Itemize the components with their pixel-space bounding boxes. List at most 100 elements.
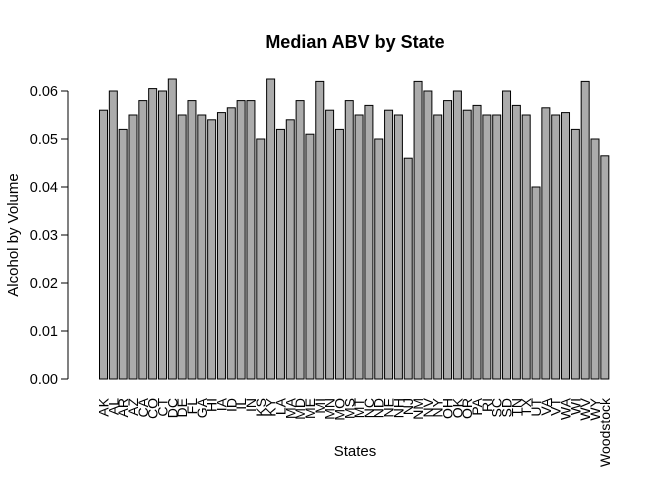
y-axis-label: Alcohol by Volume bbox=[5, 173, 22, 296]
x-tick-label: NH bbox=[390, 398, 406, 418]
bar-wv bbox=[580, 80, 590, 380]
x-tick-label: SD bbox=[499, 398, 515, 417]
x-tick-label: KS bbox=[253, 398, 269, 417]
bar-ca bbox=[138, 100, 148, 380]
bar-oh bbox=[443, 100, 453, 380]
x-tick-label: NV bbox=[420, 397, 436, 417]
x-tick-label: VT bbox=[548, 398, 564, 416]
y-tick-label: 0.02 bbox=[30, 276, 58, 292]
y-tick-label: 0.00 bbox=[30, 372, 58, 388]
x-tick-label: RI bbox=[479, 398, 495, 412]
x-tick-label: MD bbox=[292, 398, 308, 420]
y-tick-label: 0.05 bbox=[30, 132, 58, 148]
y-axis: 0.00 0.01 0.02 0.03 0.04 0.05 0.06 bbox=[30, 84, 69, 388]
bar-ks bbox=[256, 138, 266, 380]
bar-nj bbox=[403, 157, 413, 380]
chart-title: Median ABV by State bbox=[265, 32, 444, 52]
bar-ut bbox=[531, 186, 541, 380]
x-tick-label: MS bbox=[341, 398, 357, 419]
bar-al bbox=[108, 90, 118, 380]
x-tick-label: WV bbox=[577, 397, 593, 420]
bar-wa bbox=[561, 112, 571, 380]
x-tick-label: SC bbox=[489, 398, 505, 417]
bar-hi bbox=[207, 119, 217, 380]
x-tick-label: MO bbox=[331, 398, 347, 421]
bar-mn bbox=[325, 109, 335, 380]
bars bbox=[99, 78, 610, 380]
y-tick-label: 0.06 bbox=[30, 84, 58, 100]
x-tick-label: MT bbox=[351, 398, 367, 419]
bar-va bbox=[541, 107, 551, 380]
x-tick-label: OH bbox=[440, 398, 456, 419]
x-tick-label: AL bbox=[105, 398, 121, 415]
bar-la bbox=[275, 128, 285, 380]
x-tick-label: DE bbox=[174, 398, 190, 417]
bar-wi bbox=[570, 128, 580, 380]
x-tick-label: HI bbox=[204, 398, 220, 412]
bar-vt bbox=[551, 114, 561, 380]
bar-ia bbox=[216, 112, 226, 380]
bar-nv bbox=[423, 90, 433, 380]
bar-ms bbox=[344, 100, 354, 380]
x-tick-label: CA bbox=[135, 397, 151, 417]
x-tick-label: AZ bbox=[125, 398, 141, 416]
bar-tx bbox=[521, 114, 531, 380]
x-tick-label: AR bbox=[115, 398, 131, 417]
x-tick-label: OK bbox=[449, 397, 465, 418]
x-tick-label: ME bbox=[302, 398, 318, 419]
bar-ct bbox=[157, 90, 167, 380]
x-tick-label: CO bbox=[145, 398, 161, 419]
x-tick-label: WI bbox=[567, 398, 583, 415]
bar-ak bbox=[99, 109, 108, 380]
x-tick-label: WY bbox=[587, 397, 603, 420]
bar-az bbox=[128, 114, 138, 380]
x-tick-label: ID bbox=[223, 398, 239, 412]
x-axis-label: States bbox=[334, 443, 377, 460]
bar-md bbox=[295, 100, 305, 380]
x-tick-label: UT bbox=[528, 398, 544, 417]
x-tick-label: FL bbox=[184, 398, 200, 415]
bar-co bbox=[148, 88, 158, 380]
bar-sd bbox=[502, 90, 512, 380]
bar-ar bbox=[118, 128, 128, 380]
x-tick-label: ND bbox=[371, 398, 387, 418]
bar-ny bbox=[433, 114, 443, 380]
bar-mo bbox=[334, 128, 344, 380]
y-tick-label: 0.03 bbox=[30, 228, 58, 244]
bar-dc bbox=[167, 78, 177, 380]
bar-ma bbox=[285, 119, 295, 380]
y-tick-label: 0.04 bbox=[30, 180, 58, 196]
x-tick-label: KY bbox=[263, 397, 279, 416]
bar-pa bbox=[472, 104, 482, 380]
x-tick-label: NE bbox=[381, 398, 397, 417]
bar-nm bbox=[413, 80, 423, 380]
bar-nd bbox=[374, 138, 384, 380]
bar-me bbox=[305, 133, 315, 380]
x-tick-label: NM bbox=[410, 398, 426, 420]
x-tick-label: TN bbox=[508, 398, 524, 417]
bar-sc bbox=[492, 114, 502, 380]
x-tick-label: PA bbox=[469, 397, 485, 415]
x-tick-label: LA bbox=[272, 397, 288, 415]
bar-de bbox=[177, 114, 187, 380]
x-tick-label: IA bbox=[213, 397, 229, 411]
x-tick-label: OR bbox=[459, 398, 475, 419]
bar-ri bbox=[482, 114, 492, 380]
x-tick-label: MI bbox=[312, 398, 328, 414]
bar-or bbox=[462, 109, 472, 380]
bar-woodstock bbox=[600, 155, 610, 380]
bar-id bbox=[226, 107, 236, 380]
y-tick-label: 0.01 bbox=[30, 324, 58, 340]
x-tick-label: NC bbox=[361, 398, 377, 418]
x-tick-label: NJ bbox=[400, 398, 416, 415]
bar-ne bbox=[384, 109, 394, 380]
bar-il bbox=[236, 100, 246, 380]
x-tick-label: TX bbox=[518, 397, 534, 416]
x-tick-label: WA bbox=[558, 397, 574, 420]
bar-mt bbox=[354, 114, 364, 380]
x-tick-label: IL bbox=[233, 398, 249, 410]
bar-tn bbox=[511, 104, 521, 380]
x-tick-label: AK bbox=[96, 397, 112, 416]
x-tick-label: Woodstock bbox=[597, 397, 613, 467]
